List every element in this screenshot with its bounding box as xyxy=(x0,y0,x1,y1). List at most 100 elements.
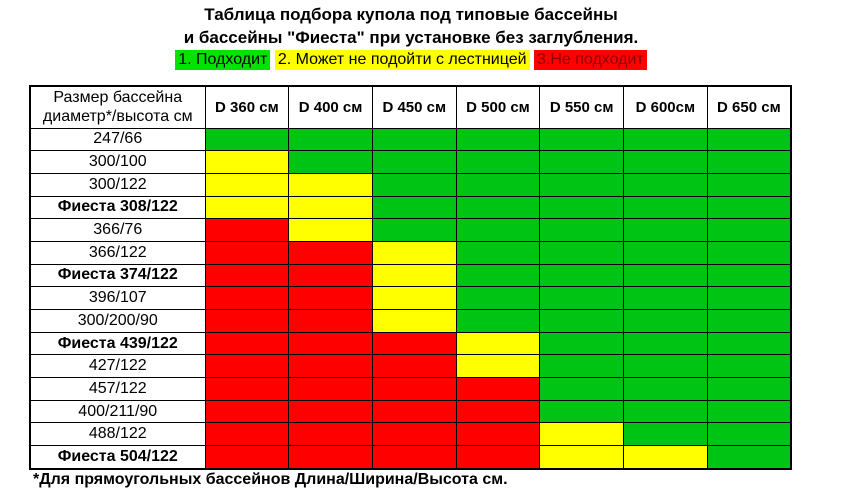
status-cell-maybe xyxy=(539,422,625,447)
status-cell-fits xyxy=(539,354,625,379)
footnote: *Для прямоугольных бассейнов Длина/Ширин… xyxy=(33,471,508,488)
status-cell-fits xyxy=(706,240,792,265)
status-cell-no-fit xyxy=(204,377,290,401)
row-label: 396/107 xyxy=(29,286,206,310)
status-cell-no-fit xyxy=(371,377,457,401)
table-header-row: Размер бассейна диаметр*/высота см D 360… xyxy=(29,85,792,129)
status-cell-no-fit xyxy=(204,309,290,333)
status-cell-maybe xyxy=(371,263,457,288)
status-cell-fits xyxy=(623,195,708,220)
status-cell-maybe xyxy=(623,445,708,470)
status-cell-fits xyxy=(706,172,792,197)
corner-header: Размер бассейна диаметр*/высота см xyxy=(29,85,206,129)
row-label: 366/76 xyxy=(29,218,206,242)
row-label: 300/200/90 xyxy=(29,309,206,333)
status-cell-fits xyxy=(706,150,792,174)
status-cell-fits xyxy=(455,286,541,310)
status-cell-no-fit xyxy=(455,377,541,401)
status-cell-fits xyxy=(455,263,541,288)
legend-item-1: 1. Подходит xyxy=(175,50,271,70)
status-cell-fits xyxy=(539,331,625,356)
table-row: Фиеста 374/122 xyxy=(29,263,792,288)
status-cell-fits xyxy=(455,127,541,152)
row-label: 457/122 xyxy=(29,377,206,401)
status-cell-fits xyxy=(455,150,541,174)
status-cell-maybe xyxy=(288,218,373,242)
column-header-5: D 550 см xyxy=(539,85,625,129)
table-row: 300/100 xyxy=(29,150,792,174)
status-cell-fits xyxy=(455,240,541,265)
status-cell-no-fit xyxy=(204,263,290,288)
status-cell-no-fit xyxy=(288,309,373,333)
status-cell-no-fit xyxy=(288,240,373,265)
status-cell-fits xyxy=(623,354,708,379)
status-cell-no-fit xyxy=(371,445,457,470)
column-header-3: D 450 см xyxy=(371,85,457,129)
row-label: 427/122 xyxy=(29,354,206,379)
status-cell-fits xyxy=(623,331,708,356)
status-cell-fits xyxy=(623,172,708,197)
status-cell-no-fit xyxy=(455,445,541,470)
dome-selection-table: Размер бассейна диаметр*/высота см D 360… xyxy=(29,85,792,470)
row-label: 247/66 xyxy=(29,127,206,152)
status-cell-maybe xyxy=(371,309,457,333)
table-row: Фиеста 439/122 xyxy=(29,331,792,356)
column-header-1: D 360 см xyxy=(204,85,290,129)
column-header-7: D 650 см xyxy=(706,85,792,129)
status-cell-no-fit xyxy=(455,399,541,424)
status-cell-fits xyxy=(623,399,708,424)
status-cell-no-fit xyxy=(371,331,457,356)
status-cell-no-fit xyxy=(288,354,373,379)
status-cell-no-fit xyxy=(371,399,457,424)
status-cell-fits xyxy=(539,377,625,401)
status-cell-no-fit xyxy=(288,399,373,424)
row-label: Фиеста 504/122 xyxy=(29,445,206,470)
status-cell-no-fit xyxy=(204,331,290,356)
status-cell-fits xyxy=(623,286,708,310)
legend-item-3: 3.Не подходит xyxy=(534,50,647,70)
status-cell-fits xyxy=(706,195,792,220)
status-cell-fits xyxy=(706,218,792,242)
status-cell-no-fit xyxy=(288,286,373,310)
status-cell-no-fit xyxy=(288,263,373,288)
status-cell-maybe xyxy=(288,172,373,197)
table-body: 247/66 300/100 300/122 Фиеста 308/122 366/76… xyxy=(29,127,792,470)
row-label: Фиеста 439/122 xyxy=(29,331,206,356)
status-cell-fits xyxy=(455,218,541,242)
column-header-2: D 400 см xyxy=(288,85,373,129)
column-header-4: D 500 см xyxy=(455,85,541,129)
status-cell-no-fit xyxy=(371,422,457,447)
status-cell-fits xyxy=(706,127,792,152)
status-cell-no-fit xyxy=(204,218,290,242)
status-cell-no-fit xyxy=(288,377,373,401)
status-cell-fits xyxy=(623,218,708,242)
status-cell-fits xyxy=(539,172,625,197)
corner-header-line-1: Размер бассейна xyxy=(53,89,183,107)
status-cell-no-fit xyxy=(288,422,373,447)
status-cell-no-fit xyxy=(371,354,457,379)
status-cell-fits xyxy=(623,150,708,174)
status-cell-fits xyxy=(539,399,625,424)
status-cell-no-fit xyxy=(204,354,290,379)
status-cell-fits xyxy=(706,377,792,401)
page-title: Таблица подбора купола под типовые бассе… xyxy=(0,3,822,49)
status-cell-no-fit xyxy=(204,286,290,310)
status-cell-fits xyxy=(455,195,541,220)
table-row: 366/122 xyxy=(29,240,792,265)
table-row: 457/122 xyxy=(29,377,792,401)
table-row: 300/200/90 xyxy=(29,309,792,333)
table-row: Фиеста 504/122 xyxy=(29,445,792,470)
table-row: 488/122 xyxy=(29,422,792,447)
status-cell-fits xyxy=(706,445,792,470)
status-cell-fits xyxy=(288,150,373,174)
title-line-1: Таблица подбора купола под типовые бассе… xyxy=(204,5,618,24)
status-cell-no-fit xyxy=(288,445,373,470)
status-cell-fits xyxy=(539,150,625,174)
column-header-6: D 600см xyxy=(623,85,708,129)
status-cell-maybe xyxy=(204,195,290,220)
status-cell-no-fit xyxy=(288,331,373,356)
status-cell-fits xyxy=(371,172,457,197)
status-cell-fits xyxy=(288,127,373,152)
status-cell-maybe xyxy=(371,286,457,310)
